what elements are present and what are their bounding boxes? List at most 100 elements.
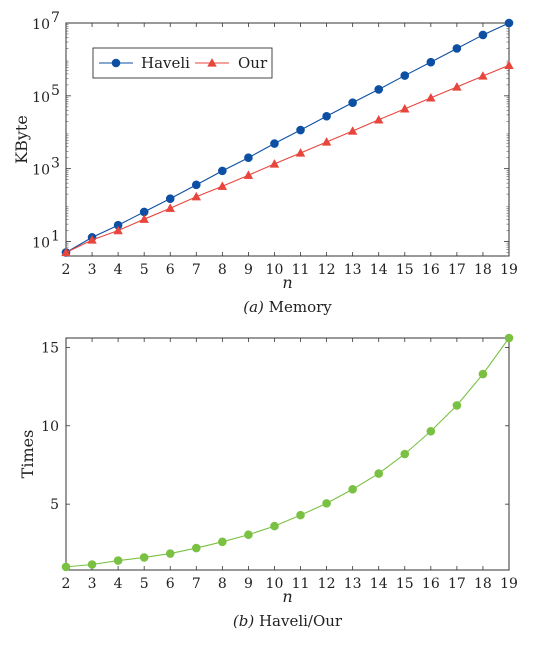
data-point-1-15 — [452, 82, 462, 91]
y-tick-base: 10 — [32, 90, 50, 106]
data-point-0-13 — [400, 71, 410, 80]
data-point-0-5 — [191, 543, 201, 553]
x-tick-label: 11 — [292, 576, 310, 592]
x-tick-label: 6 — [166, 262, 175, 278]
data-point-0-16 — [478, 369, 488, 379]
x-tick-label: 10 — [266, 576, 284, 592]
data-point-0-14 — [426, 426, 436, 436]
data-point-0-11 — [348, 98, 357, 107]
x-tick-label: 2 — [62, 576, 71, 592]
x-tick-label: 14 — [370, 576, 388, 592]
data-point-0-17 — [504, 333, 514, 343]
y-tick-base: 10 — [32, 163, 50, 179]
plot-frame — [65, 337, 510, 571]
y-tick-label: 10 — [32, 163, 50, 179]
x-tick-label: 9 — [244, 262, 253, 278]
x-tick-label: 13 — [344, 576, 362, 592]
caption-text: Haveli/Our — [254, 612, 343, 630]
x-tick-label: 5 — [140, 262, 149, 278]
y-tick-label: 10 — [32, 90, 50, 106]
x-tick-label: 7 — [192, 576, 201, 592]
data-point-1-9 — [295, 148, 306, 157]
x-tick-label: 19 — [500, 262, 518, 278]
data-point-1-12 — [373, 114, 384, 124]
data-point-0-8 — [270, 521, 279, 531]
data-point-0-2 — [113, 556, 123, 565]
x-tick-label: 16 — [422, 262, 440, 278]
legend-label-1: Our — [238, 54, 268, 72]
data-point-0-12 — [374, 85, 384, 94]
x-tick-label: 14 — [370, 262, 388, 278]
y-tick-exponent: 7 — [51, 10, 60, 26]
x-tick-label: 3 — [88, 576, 97, 592]
y-tick-base: 10 — [32, 236, 50, 252]
x-axis-label: n — [282, 273, 292, 292]
data-point-0-1 — [87, 560, 97, 569]
x-tick-label: 19 — [500, 576, 518, 592]
data-point-0-6 — [218, 537, 227, 547]
data-point-0-6 — [218, 166, 227, 176]
data-point-0-12 — [374, 469, 384, 478]
plot-frame — [65, 22, 510, 257]
x-tick-label: 15 — [396, 262, 414, 278]
data-point-0-13 — [400, 449, 410, 459]
data-point-0-14 — [426, 57, 436, 67]
x-tick-label: 17 — [448, 262, 466, 278]
data-point-1-6 — [217, 181, 228, 190]
legend-label-0: Haveli — [141, 54, 190, 72]
x-tick-label: 12 — [318, 576, 336, 592]
x-tick-label: 4 — [114, 262, 123, 278]
x-tick-label: 9 — [244, 576, 253, 592]
data-point-0-5 — [191, 180, 201, 190]
data-point-0-0 — [61, 562, 71, 572]
legend-marker-1 — [207, 58, 217, 67]
caption-text: Memory — [264, 298, 332, 316]
chart-caption: (b) Haveli/Our — [233, 612, 343, 630]
x-tick-label: 5 — [140, 576, 149, 592]
data-point-1-11 — [347, 126, 358, 135]
x-tick-label: 16 — [422, 576, 440, 592]
data-point-1-0 — [61, 247, 71, 257]
x-tick-label: 4 — [114, 576, 123, 592]
data-point-0-11 — [348, 484, 357, 494]
x-tick-label: 17 — [448, 576, 466, 592]
x-tick-label: 13 — [344, 262, 362, 278]
ratio-chart: 5 10 15 2 3 4 5 6 7 8 9 10 11 12 13 14 15 16 17 18 19 n Times (… — [18, 333, 518, 630]
chart-caption: (a) Memory — [243, 298, 332, 316]
data-point-1-10 — [321, 137, 332, 146]
data-point-0-15 — [452, 44, 462, 53]
data-point-0-10 — [322, 499, 331, 508]
x-tick-label: 10 — [266, 262, 284, 278]
y-axis-label: Times — [18, 430, 37, 479]
data-point-0-7 — [244, 530, 253, 540]
data-point-1-5 — [191, 191, 202, 201]
y-tick-exponent: 5 — [51, 83, 60, 99]
x-tick-label: 18 — [474, 576, 492, 592]
data-point-0-15 — [452, 401, 462, 410]
x-tick-label: 7 — [192, 262, 201, 278]
x-tick-label: 8 — [218, 262, 227, 278]
data-point-0-9 — [296, 510, 305, 520]
x-tick-label: 3 — [88, 262, 97, 278]
data-point-0-4 — [165, 549, 175, 558]
data-point-0-10 — [322, 111, 331, 121]
series-line-1 — [65, 64, 510, 253]
y-tick-label: 10 — [32, 236, 50, 252]
y-tick-base: 10 — [32, 17, 50, 33]
memory-chart: 10 110 310 510 72 3 4 5 6 7 8 9 10 11 12 13 14 15 16 17 18 19… — [12, 10, 518, 316]
y-tick-exponent: 3 — [51, 156, 60, 172]
data-point-1-7 — [243, 170, 254, 179]
x-tick-label: 18 — [474, 262, 492, 278]
y-axis-label: KByte — [12, 115, 31, 164]
data-point-1-4 — [165, 203, 175, 212]
caption-label: (b) — [233, 612, 254, 630]
series-line-0 — [65, 22, 510, 253]
series-line-0 — [65, 337, 510, 568]
data-point-0-3 — [139, 553, 149, 562]
data-point-1-16 — [478, 71, 488, 80]
caption-label: (a) — [243, 298, 264, 316]
y-tick-exponent: 1 — [51, 229, 60, 245]
y-tick-label: 10 — [32, 17, 50, 33]
x-tick-label: 8 — [218, 576, 227, 592]
data-point-1-14 — [426, 93, 436, 102]
